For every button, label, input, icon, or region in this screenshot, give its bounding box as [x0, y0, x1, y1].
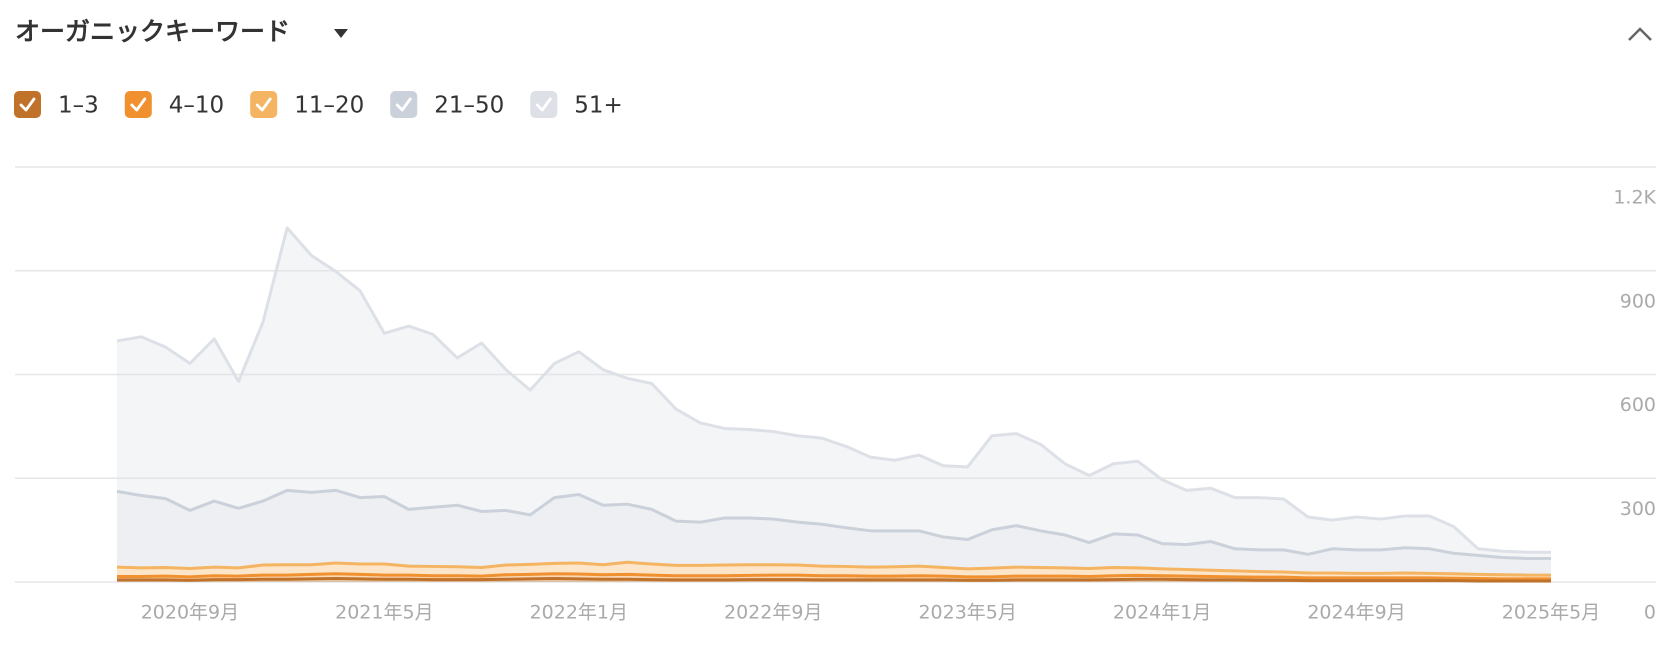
legend-label: 1–3 [58, 93, 99, 119]
x-tick-label: 2025年5月 [1502, 602, 1600, 624]
y-tick-label: 0 [1644, 602, 1656, 624]
legend: 1–3 4–10 11–20 21–50 51+ [14, 91, 623, 119]
x-tick-label: 2024年1月 [1113, 602, 1211, 624]
legend-checkbox[interactable] [250, 91, 278, 118]
legend-checkbox[interactable] [390, 91, 418, 118]
legend-item[interactable]: 51+ [530, 91, 623, 119]
collapse-button[interactable] [1628, 27, 1652, 41]
legend-check [130, 97, 147, 112]
chart-title: オーガニックキーワード [15, 17, 290, 46]
x-tick-label: 2021年5月 [335, 602, 433, 624]
x-tick-label: 2022年1月 [530, 602, 628, 624]
x-tick-label: 2022年9月 [724, 602, 822, 624]
legend-item[interactable]: 4–10 [124, 91, 224, 119]
x-tick-label: 2024年9月 [1307, 602, 1405, 624]
y-tick-label: 300 [1620, 498, 1656, 520]
legend-checkbox[interactable] [530, 91, 558, 118]
area-fill [117, 490, 1551, 576]
legend-label: 21–50 [434, 93, 504, 119]
legend-item[interactable]: 11–20 [250, 91, 364, 119]
legend-label: 4–10 [169, 93, 224, 119]
legend-check [255, 97, 272, 112]
plot-area: 0 300 600 900 1.2K 2020年9月 2021年5月 2022年1月 2022年… [15, 166, 1657, 624]
legend-label: 11–20 [294, 93, 364, 119]
series-line [117, 572, 1551, 581]
legend-checkbox[interactable] [124, 91, 152, 118]
area-fill [117, 227, 1551, 559]
series-line [117, 577, 1551, 583]
legend-item[interactable]: 21–50 [390, 91, 504, 119]
y-tick-label: 900 [1620, 290, 1656, 312]
legend-item[interactable]: 1–3 [14, 91, 99, 119]
y-tick-label: 1.2K [1613, 187, 1656, 209]
legend-check [395, 97, 412, 112]
series-line [116, 226, 1551, 554]
series-line [116, 488, 1551, 560]
legend-check [535, 97, 552, 112]
title-dropdown[interactable] [334, 29, 348, 38]
y-tick-label: 600 [1620, 394, 1656, 416]
legend-label: 51+ [574, 93, 623, 119]
legend-check [19, 97, 36, 112]
x-tick-label: 2023年5月 [918, 602, 1016, 624]
x-tick-label: 2020年9月 [141, 602, 239, 624]
legend-checkbox[interactable] [14, 91, 41, 118]
series-line [116, 560, 1551, 577]
